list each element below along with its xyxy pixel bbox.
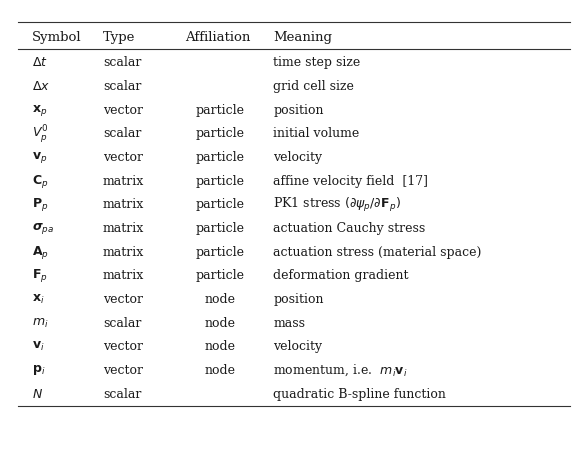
Text: $\Delta t$: $\Delta t$ <box>32 56 48 69</box>
Text: particle: particle <box>196 246 245 258</box>
Text: particle: particle <box>196 222 245 235</box>
Text: particle: particle <box>196 198 245 211</box>
Text: Type: Type <box>103 31 135 44</box>
Text: particle: particle <box>196 151 245 164</box>
Text: particle: particle <box>196 175 245 187</box>
Text: $\mathbf{P}_{p}$: $\mathbf{P}_{p}$ <box>32 196 49 213</box>
Text: momentum, i.e.  $m_i\mathbf{v}_i$: momentum, i.e. $m_i\mathbf{v}_i$ <box>273 363 408 378</box>
Text: node: node <box>205 364 236 377</box>
Text: $\mathbf{p}_{i}$: $\mathbf{p}_{i}$ <box>32 364 46 377</box>
Text: velocity: velocity <box>273 151 323 164</box>
Text: matrix: matrix <box>103 246 144 258</box>
Text: velocity: velocity <box>273 340 323 353</box>
Text: node: node <box>205 317 236 329</box>
Text: $\mathbf{x}_{p}$: $\mathbf{x}_{p}$ <box>32 103 48 117</box>
Text: vector: vector <box>103 364 143 377</box>
Text: $\mathbf{x}_{i}$: $\mathbf{x}_{i}$ <box>32 293 45 306</box>
Text: node: node <box>205 293 236 306</box>
Text: vector: vector <box>103 340 143 353</box>
Text: $\mathbf{F}_{p}$: $\mathbf{F}_{p}$ <box>32 267 48 284</box>
Text: matrix: matrix <box>103 198 144 211</box>
Text: $\mathbf{v}_{p}$: $\mathbf{v}_{p}$ <box>32 150 48 165</box>
Text: particle: particle <box>196 104 245 116</box>
Text: vector: vector <box>103 104 143 116</box>
Text: mass: mass <box>273 317 305 329</box>
Text: $\mathbf{A}_{p}$: $\mathbf{A}_{p}$ <box>32 243 49 261</box>
Text: deformation gradient: deformation gradient <box>273 269 409 282</box>
Text: $\boldsymbol{\sigma}_{pa}$: $\boldsymbol{\sigma}_{pa}$ <box>32 221 55 236</box>
Text: matrix: matrix <box>103 222 144 235</box>
Text: Affiliation: Affiliation <box>185 31 250 44</box>
Text: position: position <box>273 104 324 116</box>
Text: actuation Cauchy stress: actuation Cauchy stress <box>273 222 426 235</box>
Text: vector: vector <box>103 151 143 164</box>
Text: Meaning: Meaning <box>273 31 332 44</box>
Text: scalar: scalar <box>103 127 141 140</box>
Text: particle: particle <box>196 269 245 282</box>
Text: position: position <box>273 293 324 306</box>
Text: scalar: scalar <box>103 388 141 400</box>
Text: matrix: matrix <box>103 269 144 282</box>
Text: time step size: time step size <box>273 56 360 69</box>
Text: particle: particle <box>196 127 245 140</box>
Text: $m_{i}$: $m_{i}$ <box>32 317 49 329</box>
Text: vector: vector <box>103 293 143 306</box>
Text: node: node <box>205 340 236 353</box>
Text: $\mathbf{C}_{p}$: $\mathbf{C}_{p}$ <box>32 172 49 190</box>
Text: scalar: scalar <box>103 56 141 69</box>
Text: $\mathbf{v}_{i}$: $\mathbf{v}_{i}$ <box>32 340 45 353</box>
Text: Symbol: Symbol <box>32 31 82 44</box>
Text: scalar: scalar <box>103 317 141 329</box>
Text: affine velocity field  [17]: affine velocity field [17] <box>273 175 429 187</box>
Text: initial volume: initial volume <box>273 127 360 140</box>
Text: scalar: scalar <box>103 80 141 93</box>
Text: quadratic B-spline function: quadratic B-spline function <box>273 388 446 400</box>
Text: matrix: matrix <box>103 175 144 187</box>
Text: $N$: $N$ <box>32 388 44 400</box>
Text: PK1 stress $(\partial\psi_p/\partial\mathbf{F}_p)$: PK1 stress $(\partial\psi_p/\partial\mat… <box>273 196 401 214</box>
Text: actuation stress (material space): actuation stress (material space) <box>273 246 482 258</box>
Text: grid cell size: grid cell size <box>273 80 355 93</box>
Text: $V_{p}^{0}$: $V_{p}^{0}$ <box>32 123 49 145</box>
Text: $\Delta x$: $\Delta x$ <box>32 80 51 93</box>
